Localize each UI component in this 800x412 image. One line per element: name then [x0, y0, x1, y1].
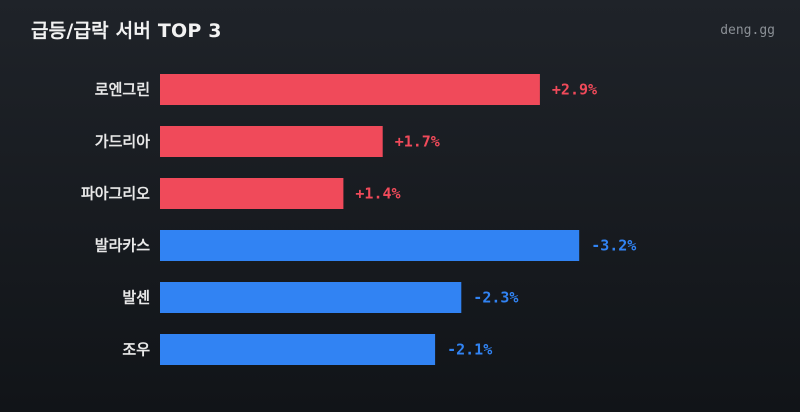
bar-3 [160, 230, 580, 261]
value-label-0: +2.9% [552, 81, 597, 99]
value-label-1: +1.7% [395, 133, 440, 151]
category-label-5: 조우 [122, 341, 150, 359]
bar-1 [160, 126, 383, 157]
value-label-5: -2.1% [447, 341, 492, 359]
value-label-4: -2.3% [473, 289, 518, 307]
bar-5 [160, 334, 436, 365]
bar-0 [160, 74, 540, 105]
category-label-2: 파아그리오 [81, 185, 150, 203]
category-label-0: 로엔그린 [95, 81, 150, 99]
category-label-3: 발라카스 [95, 237, 150, 255]
category-label-4: 발센 [122, 289, 150, 307]
value-label-3: -3.2% [591, 237, 636, 255]
bar-2 [160, 178, 344, 209]
value-label-2: +1.4% [355, 185, 400, 203]
bar-4 [160, 282, 462, 313]
category-label-1: 가드리아 [95, 133, 150, 151]
chart-title: 급등/급락 서버 TOP 3 [31, 20, 222, 42]
brand-watermark: deng.gg [720, 23, 775, 38]
